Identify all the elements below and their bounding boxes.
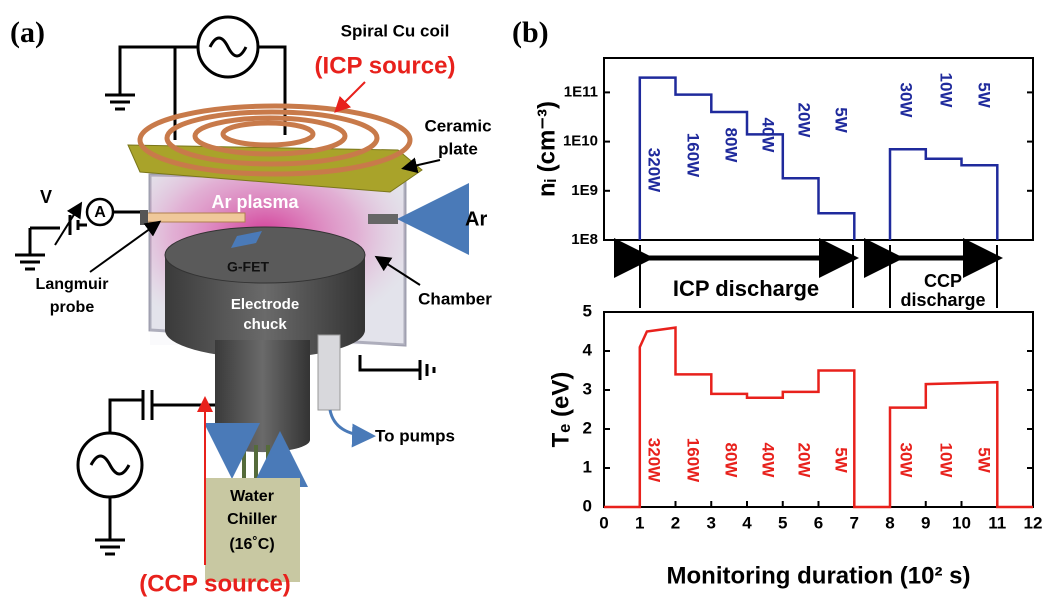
x-tick-label: 0 (599, 513, 608, 532)
chamber-label: Chamber (418, 289, 492, 308)
power-label: 5W (975, 447, 994, 473)
x-tick-label: 4 (742, 513, 752, 532)
ceramic-label: Ceramic (424, 116, 491, 135)
power-label: 320W (645, 148, 664, 193)
probe-label: probe (50, 299, 95, 316)
icp-label: (ICP source) (315, 52, 456, 79)
power-label: 10W (937, 73, 956, 109)
variable-arrow (55, 205, 80, 245)
probe-label: Langmuir (36, 276, 109, 293)
x-tick-label: 3 (707, 513, 716, 532)
gfet-label: G-FET (227, 259, 269, 275)
power-label: 40W (759, 443, 778, 479)
gas-label: Ar (465, 208, 487, 230)
plasma-label: Ar plasma (211, 192, 299, 212)
power-label: 5W (975, 82, 994, 108)
ammeter-label: A (94, 204, 106, 221)
probe-wire (15, 212, 145, 269)
top-ground-wire (105, 47, 198, 109)
bracket-label: CCP (924, 271, 962, 291)
pumps-label: To pumps (375, 426, 455, 445)
plot-frame (604, 312, 1033, 507)
chuck-label: chuck (243, 316, 287, 333)
pump-pipe (318, 335, 340, 410)
langmuir-probe (145, 213, 245, 222)
power-label: 10W (937, 443, 956, 479)
y-tick-label: 1E11 (564, 83, 598, 100)
x-tick-label: 9 (921, 513, 930, 532)
y-tick-label: 1E10 (563, 133, 598, 150)
power-label: 320W (645, 438, 664, 483)
coil-label: Spiral Cu coil (341, 21, 450, 40)
gas-inlet (368, 214, 398, 224)
chuck-label: Electrode (231, 296, 299, 313)
x-tick-label: 1 (635, 513, 644, 532)
y-tick-label: 5 (583, 301, 592, 320)
x-tick-label: 12 (1024, 513, 1043, 532)
panel-label: (a) (10, 16, 45, 49)
icp-pointer (337, 82, 365, 110)
y-axis-label: nᵢ (cm⁻³) (533, 101, 560, 197)
chamber-ground (360, 355, 434, 380)
probe-pointer (90, 223, 158, 272)
panel-label: (b) (512, 16, 549, 49)
power-label: 5W (832, 447, 851, 473)
x-tick-label: 8 (885, 513, 894, 532)
data-line (604, 328, 1033, 507)
chiller-label: Chiller (227, 511, 277, 528)
ceramic-label: plate (438, 139, 478, 158)
figure: (a) Spiral Cu coil (ICP source) Ceramic … (0, 0, 1044, 603)
power-label: 160W (684, 438, 703, 483)
power-label: 80W (722, 443, 741, 479)
bracket-label: discharge (900, 290, 985, 310)
voltage-label: V (40, 187, 52, 207)
chiller-label: (16˚C) (229, 536, 274, 553)
y-tick-label: 1E8 (571, 231, 598, 248)
y-tick-label: 0 (583, 496, 592, 515)
y-tick-label: 2 (583, 418, 592, 437)
power-label: 20W (795, 443, 814, 479)
pump-arrow (330, 410, 370, 436)
coil (140, 106, 410, 174)
power-label: 160W (684, 133, 703, 178)
probe-feedthrough (140, 210, 148, 225)
power-label: 5W (832, 107, 851, 133)
power-label: 80W (722, 128, 741, 164)
chiller-label: Water (230, 488, 274, 505)
x-tick-label: 5 (778, 513, 787, 532)
coil-turn (223, 123, 313, 145)
y-tick-label: 1 (583, 457, 592, 476)
power-label: 30W (897, 443, 916, 479)
power-label: 20W (795, 103, 814, 139)
y-axis-label: Tₑ (eV) (547, 372, 574, 448)
x-axis-label: Monitoring duration (10² s) (667, 562, 971, 589)
y-tick-label: 3 (583, 379, 592, 398)
bracket-label: ICP discharge (673, 276, 819, 301)
x-tick-label: 2 (671, 513, 680, 532)
y-tick-label: 4 (583, 340, 593, 359)
ccp-label: (CCP source) (139, 570, 291, 597)
y-tick-label: 1E9 (571, 182, 598, 199)
x-tick-label: 11 (988, 513, 1006, 532)
power-label: 30W (897, 83, 916, 119)
x-tick-label: 10 (952, 513, 971, 532)
power-label: 40W (759, 118, 778, 154)
x-tick-label: 6 (814, 513, 823, 532)
x-tick-label: 7 (850, 513, 859, 532)
chuck-stem (215, 340, 310, 452)
